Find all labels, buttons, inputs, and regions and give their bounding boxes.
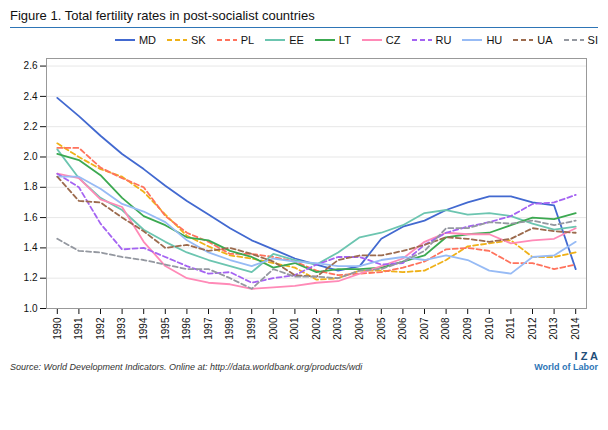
svg-text:1997: 1997 — [203, 317, 214, 340]
svg-text:1.4: 1.4 — [24, 242, 38, 253]
svg-text:2002: 2002 — [311, 317, 322, 340]
html-text:EE: EE — [289, 34, 304, 46]
svg-text:1992: 1992 — [95, 317, 106, 340]
svg-text:2011: 2011 — [505, 317, 516, 339]
svg-text:1998: 1998 — [224, 317, 235, 340]
svg-text:1.2: 1.2 — [24, 272, 38, 283]
svg-text:1990: 1990 — [52, 317, 63, 340]
svg-text:2.4: 2.4 — [24, 91, 38, 102]
html-text:CZ: CZ — [385, 34, 401, 46]
svg-text:2007: 2007 — [419, 317, 430, 340]
svg-text:1.0: 1.0 — [24, 303, 38, 314]
html-text:World of Labor: World of Labor — [534, 362, 598, 372]
html-text:Source: World Development Indi: Source: World Development Indicators. On… — [10, 362, 363, 372]
svg-text:2005: 2005 — [376, 317, 387, 340]
svg-text:2014: 2014 — [570, 317, 581, 340]
svg-text:1.8: 1.8 — [24, 181, 38, 192]
svg-text:1993: 1993 — [116, 317, 127, 340]
svg-text:2008: 2008 — [440, 317, 451, 340]
svg-text:2001: 2001 — [289, 317, 300, 340]
svg-text:1995: 1995 — [160, 317, 171, 340]
html-text:UA: UA — [537, 34, 553, 46]
html-text:RU: RU — [435, 34, 452, 46]
svg-text:2006: 2006 — [397, 317, 408, 340]
html-text:PL: PL — [240, 34, 255, 46]
svg-text:2003: 2003 — [332, 317, 343, 340]
svg-text:2004: 2004 — [354, 317, 365, 340]
svg-text:1.6: 1.6 — [24, 212, 38, 223]
html-text:MD: MD — [138, 34, 156, 46]
svg-text:2.2: 2.2 — [24, 121, 38, 132]
svg-text:2012: 2012 — [527, 317, 538, 340]
html-text:Figure 1. Total fertility rate: Figure 1. Total fertility rates in post-… — [10, 8, 315, 23]
svg-text:2009: 2009 — [462, 317, 473, 340]
html-text:LT: LT — [338, 34, 351, 46]
html-text:SK: SK — [191, 34, 206, 46]
svg-text:1991: 1991 — [73, 317, 84, 340]
svg-text:1994: 1994 — [138, 317, 149, 340]
svg-text:2.6: 2.6 — [24, 60, 38, 71]
svg-text:2.0: 2.0 — [24, 151, 38, 162]
svg-text:1996: 1996 — [181, 317, 192, 340]
html-text:I Z A: I Z A — [574, 350, 598, 362]
html-text:HU: HU — [486, 34, 503, 46]
svg-text:2000: 2000 — [268, 317, 279, 340]
html-text:SI: SI — [587, 34, 598, 46]
svg-text:2010: 2010 — [484, 317, 495, 340]
svg-text:1999: 1999 — [246, 317, 257, 340]
svg-text:2013: 2013 — [548, 317, 559, 340]
